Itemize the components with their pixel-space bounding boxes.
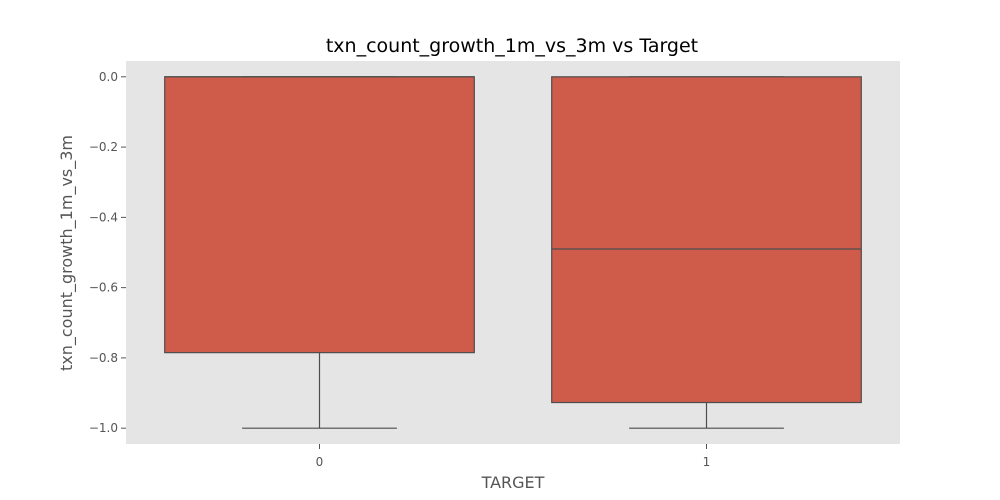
y-tick-label: −1.0 bbox=[89, 421, 118, 435]
y-tick-label: −0.6 bbox=[89, 281, 118, 295]
boxes-layer bbox=[164, 76, 862, 429]
x-tick-label: 0 bbox=[316, 455, 324, 469]
x-axis-label: TARGET bbox=[481, 473, 545, 492]
y-tick-label: −0.8 bbox=[89, 351, 118, 365]
box-group-1 bbox=[551, 76, 862, 429]
chart-title: txn_count_growth_1m_vs_3m vs Target bbox=[326, 35, 698, 57]
iqr-box bbox=[164, 76, 475, 354]
box-group-0 bbox=[164, 76, 475, 429]
y-tick-label: 0.0 bbox=[99, 70, 118, 84]
iqr-box bbox=[551, 76, 862, 404]
x-tick-label: 1 bbox=[703, 455, 711, 469]
y-axis-label: txn_count_growth_1m_vs_3m bbox=[57, 135, 77, 371]
y-axis: 0.0 −0.2 −0.4 −0.6 −0.8 −1.0 bbox=[89, 70, 126, 435]
y-tick-label: −0.4 bbox=[89, 210, 118, 224]
y-tick-label: −0.2 bbox=[89, 140, 118, 154]
